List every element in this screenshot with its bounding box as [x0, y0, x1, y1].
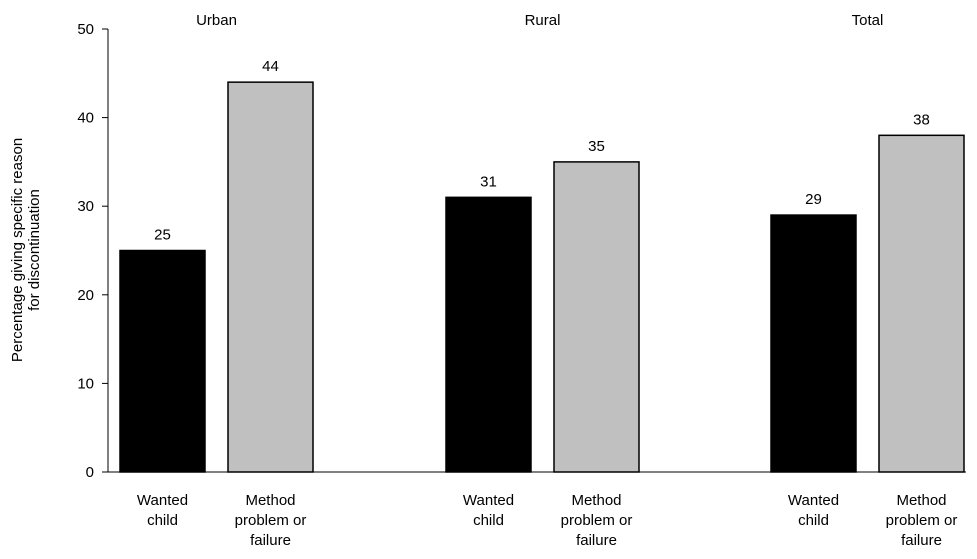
y-tick-label: 30 [77, 198, 94, 215]
data-label: 44 [262, 58, 279, 75]
y-axis: 0 10 20 30 40 50 [77, 21, 109, 481]
y-axis-title: Percentage giving specific reasonfor dis… [9, 138, 43, 362]
data-label: 29 [805, 191, 822, 208]
bar [770, 214, 857, 473]
x-category-label: Wanted child [463, 492, 514, 529]
data-label: 25 [154, 227, 171, 244]
x-category-label: Wanted child [788, 492, 839, 529]
bar [878, 134, 965, 473]
group-label: Rural [525, 12, 561, 29]
group-label: Urban [196, 12, 237, 29]
x-category-label: Method problem or failure [561, 492, 633, 549]
y-tick-label: 20 [77, 287, 94, 304]
y-tick-label: 10 [77, 375, 94, 392]
data-label: 38 [913, 111, 930, 128]
bar [119, 249, 206, 473]
bar [553, 161, 640, 473]
bars [119, 81, 965, 473]
x-category-label: Method problem or failure [886, 492, 958, 549]
group-label: Total [852, 12, 884, 29]
bar [227, 81, 314, 473]
x-category-label: Wanted child [137, 492, 188, 529]
y-tick-label: 0 [86, 464, 94, 481]
data-label: 31 [480, 173, 497, 190]
x-category-label: Method problem or failure [235, 492, 307, 549]
y-tick-label: 40 [77, 110, 94, 127]
labels: 25 Wanted child 44 Method problem or failure Ur… [137, 12, 957, 549]
data-label: 35 [588, 138, 605, 155]
y-tick-label: 50 [77, 21, 94, 38]
bar [445, 196, 532, 473]
